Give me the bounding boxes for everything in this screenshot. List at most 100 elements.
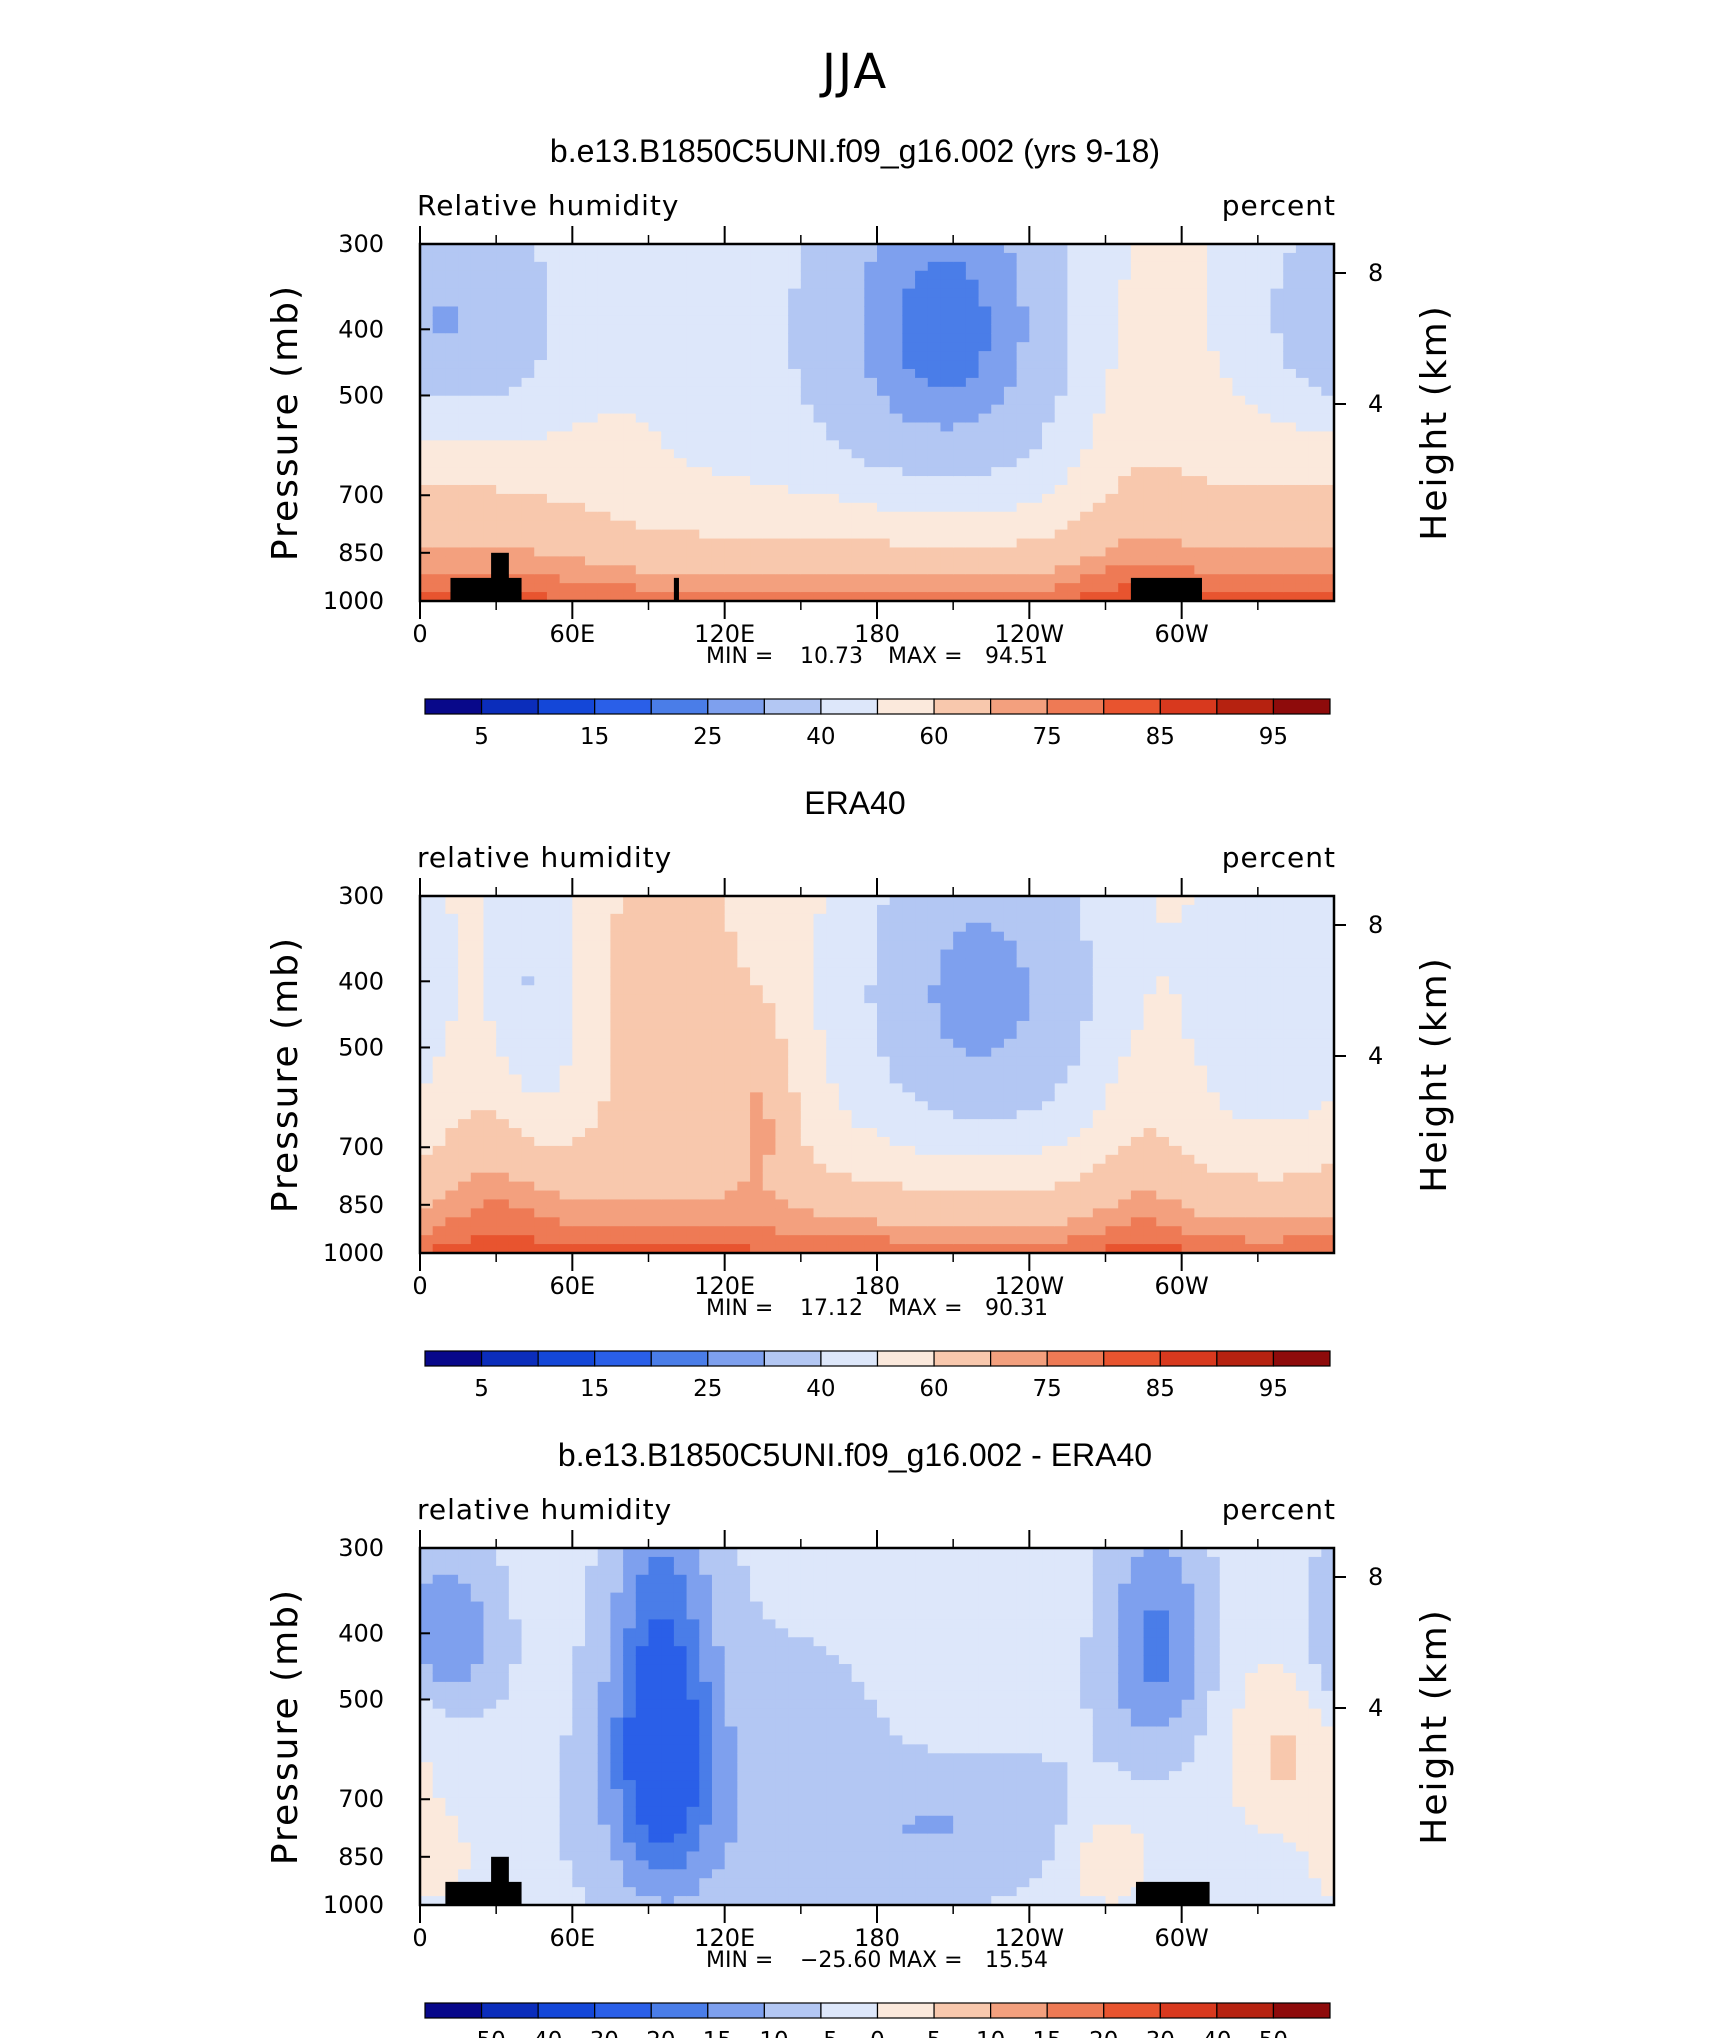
contour-cell — [534, 404, 548, 415]
contour-cell — [458, 1199, 472, 1209]
contour-cell — [546, 922, 561, 933]
contour-cell — [800, 1208, 815, 1218]
contour-cell — [762, 1012, 777, 1022]
contour-cell — [902, 1101, 916, 1111]
contour-cell — [635, 1047, 650, 1058]
contour-cell — [661, 1208, 675, 1218]
contour-cell — [711, 502, 726, 513]
contour-cell — [559, 565, 573, 575]
contour-cell — [788, 994, 802, 1004]
contour-cell — [788, 958, 802, 969]
contour-cell — [877, 493, 891, 504]
contour-cell — [1042, 493, 1056, 504]
contour-cell — [1054, 1065, 1069, 1076]
contour-cell — [953, 565, 967, 575]
contour-cell — [750, 252, 764, 263]
contour-cell — [1003, 1003, 1018, 1013]
contour-cell — [838, 592, 853, 601]
contour-cell — [483, 270, 497, 281]
contour-cell — [470, 413, 485, 424]
contour-cell — [458, 1226, 472, 1236]
contour-cell — [915, 377, 929, 388]
contour-cell — [1295, 529, 1310, 540]
contour-cell — [1092, 261, 1107, 272]
contour-cell — [788, 368, 802, 379]
contour-cell — [521, 1047, 535, 1058]
contour-cell — [991, 1003, 1005, 1013]
contour-cell — [1270, 244, 1284, 254]
contour-cell — [711, 1128, 726, 1138]
contour-cell — [889, 967, 903, 977]
contour-cell — [1016, 422, 1030, 433]
contour-cell — [496, 270, 510, 281]
contour-cell — [420, 493, 434, 504]
contour-cell — [915, 1217, 929, 1227]
contour-cell — [673, 1208, 688, 1218]
contour-cell — [521, 1101, 535, 1111]
contour-cell — [1232, 351, 1246, 361]
contour-cell — [445, 1047, 459, 1058]
contour-cell — [1067, 592, 1081, 601]
contour-cell — [699, 252, 713, 263]
contour-cell — [1042, 538, 1056, 549]
contour-cell — [851, 583, 865, 593]
contour-cell — [915, 913, 929, 924]
contour-cell — [826, 976, 840, 986]
contour-cell — [788, 547, 802, 557]
min-label: MIN = — [706, 644, 773, 669]
contour-cell — [1003, 994, 1018, 1004]
contour-cell — [1067, 467, 1081, 477]
contour-cell — [889, 913, 903, 924]
contour-cell — [978, 1056, 992, 1067]
contour-cell — [1283, 244, 1297, 254]
contour-cell — [724, 342, 738, 352]
contour-cell — [750, 270, 764, 281]
contour-cell — [902, 1065, 916, 1076]
contour-cell — [699, 1145, 713, 1156]
contour-cell — [420, 896, 434, 906]
contour-cell — [559, 985, 573, 995]
contour-cell — [877, 985, 891, 995]
contour-cell — [864, 1128, 878, 1138]
contour-cell — [965, 1083, 980, 1093]
contour-cell — [673, 538, 688, 549]
contour-cell — [762, 958, 777, 969]
contour-cell — [686, 1172, 700, 1183]
contour-cell — [483, 502, 497, 513]
contour-cell — [597, 583, 612, 593]
contour-cell — [572, 958, 586, 969]
contour-cell — [623, 1136, 637, 1147]
contour-cell — [1181, 431, 1195, 441]
contour-cell — [496, 467, 510, 477]
contour-cell — [737, 1208, 751, 1218]
contour-cell — [1232, 422, 1246, 433]
contour-cell — [762, 1172, 777, 1183]
contour-cell — [724, 1047, 738, 1058]
contour-cell — [673, 1172, 688, 1183]
contour-cell — [762, 1029, 777, 1040]
contour-cell — [534, 1110, 548, 1120]
contour-cell — [1016, 1101, 1030, 1111]
contour-cell — [648, 1128, 662, 1138]
contour-cell — [559, 404, 573, 415]
contour-cell — [1194, 333, 1208, 343]
contour-cell — [927, 1038, 942, 1049]
contour-cell — [1016, 1003, 1030, 1013]
contour-cell — [902, 896, 916, 906]
contour-cell — [559, 1172, 573, 1183]
contour-cell — [724, 1038, 738, 1049]
contour-cell — [496, 994, 510, 1004]
contour-cell — [826, 949, 840, 960]
contour-cell — [940, 538, 954, 549]
contour-cell — [1181, 511, 1195, 522]
contour-cell — [1054, 288, 1069, 299]
contour-cell — [470, 1012, 485, 1022]
contour-cell — [889, 1163, 903, 1174]
contour-cell — [991, 342, 1005, 352]
contour-cell — [864, 270, 878, 281]
contour-cell — [572, 922, 586, 933]
contour-cell — [420, 556, 434, 566]
contour-cell — [991, 922, 1005, 933]
contour-cell — [420, 949, 434, 960]
contour-cell — [508, 1154, 523, 1165]
